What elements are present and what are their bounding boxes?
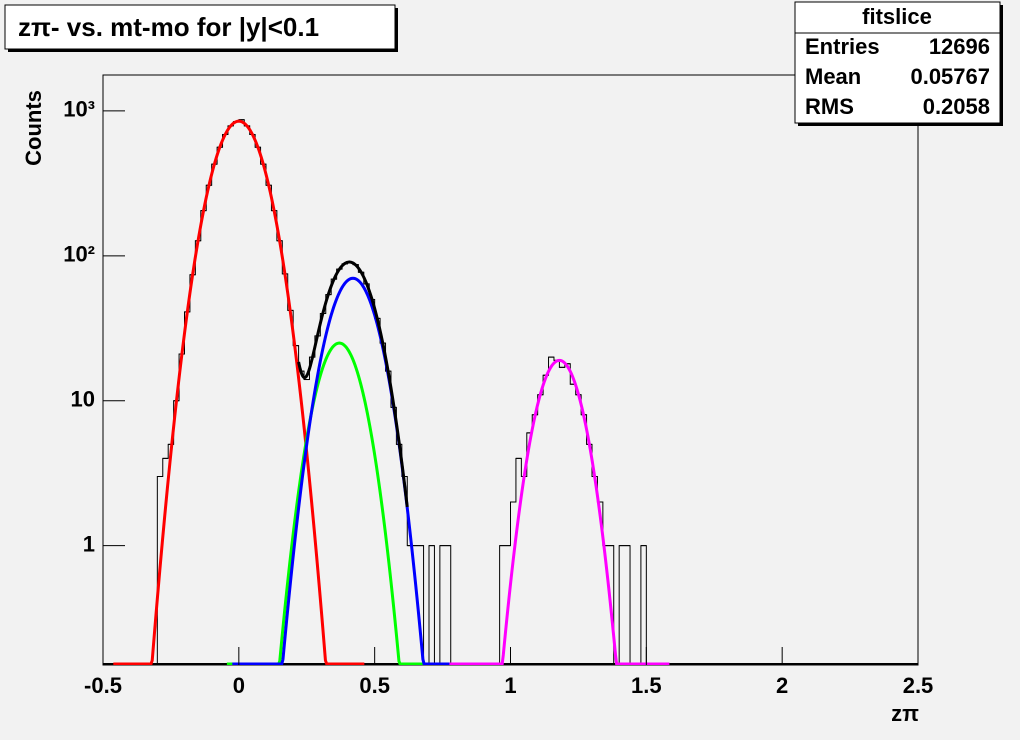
y-tick-label: 10² — [63, 242, 95, 267]
plot-frame — [102, 74, 919, 666]
y-axis-label: Counts — [21, 90, 46, 166]
y-tick-label: 1 — [83, 531, 95, 556]
x-axis-label: zπ — [891, 701, 919, 726]
x-tick-label: 1.5 — [631, 673, 662, 698]
stats-value: 0.2058 — [923, 94, 990, 119]
y-tick-label: 10³ — [63, 97, 95, 122]
stats-box — [794, 1, 1001, 124]
x-tick-label: 1 — [504, 673, 516, 698]
fit-curve — [113, 119, 365, 665]
x-tick-label: 0 — [233, 673, 245, 698]
chart-title: zπ- vs. mt-mo for |y|<0.1 — [18, 12, 319, 42]
stats-value: 12696 — [929, 34, 990, 59]
fit-curve — [232, 276, 474, 665]
y-tick-label: 10 — [71, 387, 95, 412]
x-tick-label: 2 — [776, 673, 788, 698]
stats-value: 0.05767 — [910, 64, 990, 89]
total-fit-curve — [297, 260, 409, 508]
fit-curve — [449, 358, 670, 665]
plot-area — [103, 119, 918, 665]
x-tick-label: -0.5 — [84, 673, 122, 698]
stats-label: Mean — [805, 64, 861, 89]
stats-title: fitslice — [862, 4, 932, 29]
stats-rows: Entries 12696 Mean 0.05767 RMS 0.2058 — [805, 34, 990, 119]
x-tick-label: 2.5 — [903, 673, 934, 698]
x-tick-label: 0.5 — [359, 673, 390, 698]
title-box — [4, 4, 396, 50]
stats-label: RMS — [805, 94, 854, 119]
stats-label: Entries — [805, 34, 880, 59]
